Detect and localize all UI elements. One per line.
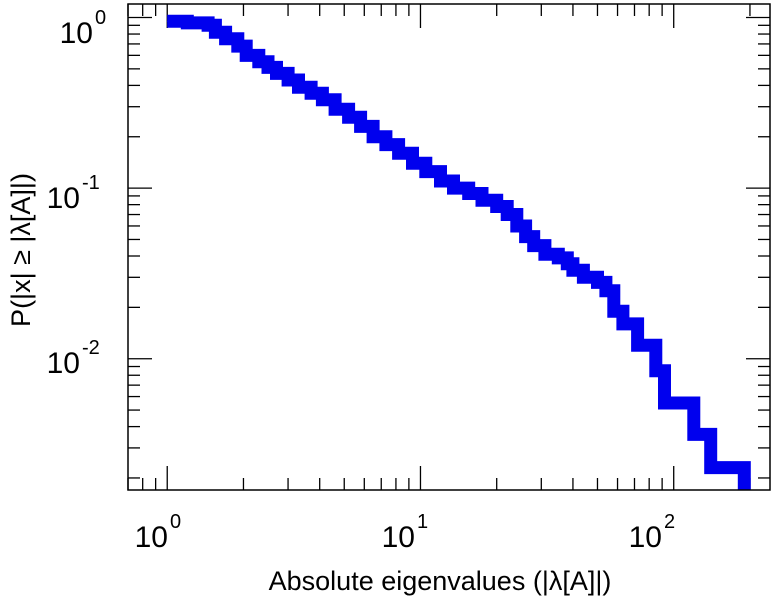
data-point [582, 276, 584, 278]
data-point [245, 54, 247, 56]
data-point [596, 281, 598, 283]
data-point [372, 136, 374, 138]
data-point [411, 162, 413, 164]
data-point [452, 187, 454, 189]
data-point [267, 66, 269, 68]
data-point [440, 180, 442, 182]
data-point [605, 290, 607, 292]
y-tick-label-1: 10 [47, 182, 80, 215]
plot-frame [127, 3, 771, 491]
data-point [525, 236, 527, 238]
ticks [127, 4, 770, 490]
data-point [655, 370, 657, 372]
data-point [557, 257, 559, 259]
data-point [360, 125, 362, 127]
y-tick-label-0: 10 [60, 17, 93, 50]
data-point [506, 214, 508, 216]
y-tick-exp-1: -1 [82, 172, 100, 194]
x-tick-label-1: 10 [382, 521, 415, 554]
data-point [693, 433, 695, 435]
data-point [298, 86, 300, 88]
data-point [334, 108, 336, 110]
data-point [613, 310, 615, 312]
data-point [385, 144, 387, 146]
y-tick-exp-0: 0 [95, 7, 106, 29]
x-tick-exp-0: 0 [170, 511, 181, 533]
data-point [425, 171, 427, 173]
data-point [516, 225, 518, 227]
data-point [496, 206, 498, 208]
x-tick-exp-2: 2 [664, 511, 675, 533]
data-point [166, 20, 168, 22]
data-point [214, 31, 216, 33]
data-point [710, 467, 712, 469]
x-axis-title: Absolute eigenvalues (|λ[A]|) [269, 566, 612, 596]
data-point [321, 99, 323, 101]
data-point [275, 72, 277, 74]
data-point [207, 24, 209, 26]
data-point [225, 38, 227, 40]
data-point [622, 323, 624, 325]
data-point [533, 245, 535, 247]
data-point [348, 116, 350, 118]
data-point [544, 253, 546, 255]
x-tick-label-0: 10 [135, 521, 168, 554]
x-tick-exp-1: 1 [417, 511, 428, 533]
series-group [166, 14, 751, 491]
data-point [287, 79, 289, 81]
y-axis-title: P(|x| ≥ |λ[A]|) [6, 173, 36, 327]
data-point [566, 263, 568, 265]
x-tick-label-2: 10 [629, 521, 662, 554]
data-point [237, 45, 239, 47]
y-tick-label-2: 10 [47, 347, 80, 380]
data-point [572, 269, 574, 271]
data-point [664, 402, 666, 404]
data-point [310, 92, 312, 94]
data-point [258, 61, 260, 63]
y-tick-exp-2: -2 [82, 337, 100, 359]
data-point [637, 344, 639, 346]
data-point [468, 192, 470, 194]
data-point [481, 199, 483, 201]
series-line-0 [167, 14, 751, 490]
data-point [186, 22, 188, 24]
data-point [398, 152, 400, 154]
